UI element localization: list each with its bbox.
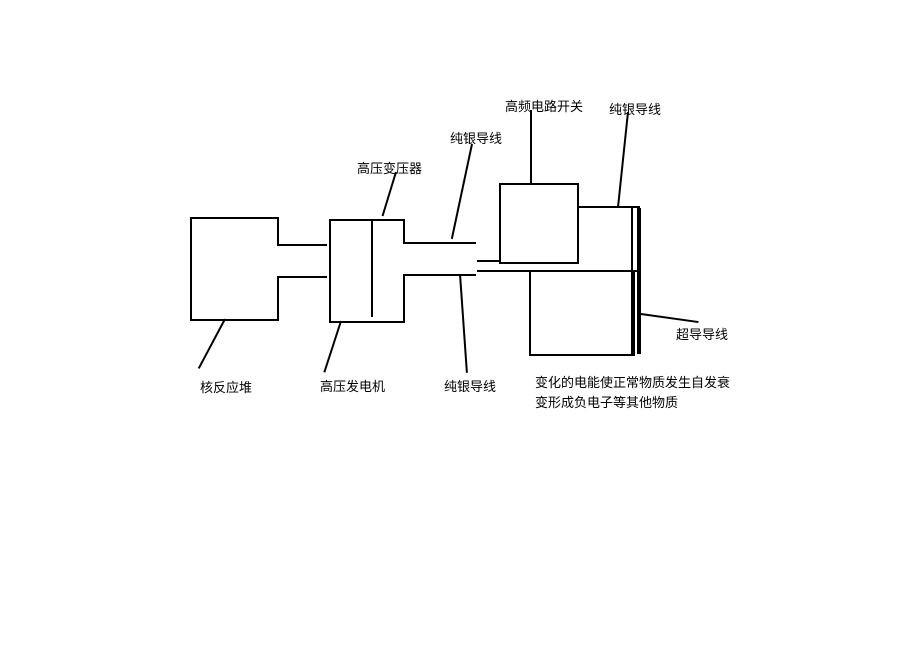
switch-leader-line (530, 110, 532, 183)
hline-upper-short (477, 260, 499, 262)
superconductor-label: 超导导线 (676, 324, 728, 343)
superconductor-leader (641, 313, 699, 323)
connector-1 (277, 244, 327, 278)
block-diagram: 核反应堆 高压发电机 高压变压器 纯银导线 纯银导线 高频电路开关 纯银导线 超… (0, 0, 920, 651)
silver-wire-1-label: 纯银导线 (450, 128, 502, 147)
silver-wire-bottom-leader (459, 274, 468, 373)
transformer-divider (371, 221, 373, 317)
reactor-box (190, 217, 279, 321)
reactor-leader-line (198, 319, 226, 369)
superconductor-line (637, 208, 641, 354)
generator-leader-line (323, 321, 342, 373)
transformer-leader-line (382, 172, 397, 217)
silver-wire-bottom-label: 纯银导线 (444, 376, 496, 395)
transformer-label: 高压变压器 (357, 158, 422, 177)
matter-box (529, 272, 635, 356)
switch-box (499, 183, 579, 264)
generator-box (329, 219, 405, 323)
switch-label: 高频电路开关 (505, 96, 583, 115)
generator-label: 高压发电机 (320, 376, 385, 395)
silver-wire-2-label: 纯银导线 (609, 99, 661, 118)
connector-2 (403, 242, 476, 276)
description-text: 变化的电能使正常物质发生自发衰变形成负电子等其他物质 (535, 373, 735, 412)
vline-right-inner (631, 208, 633, 354)
silver-wire-1-leader (451, 144, 473, 239)
silver-wire-2-leader (617, 112, 629, 208)
reactor-label: 核反应堆 (200, 377, 252, 396)
